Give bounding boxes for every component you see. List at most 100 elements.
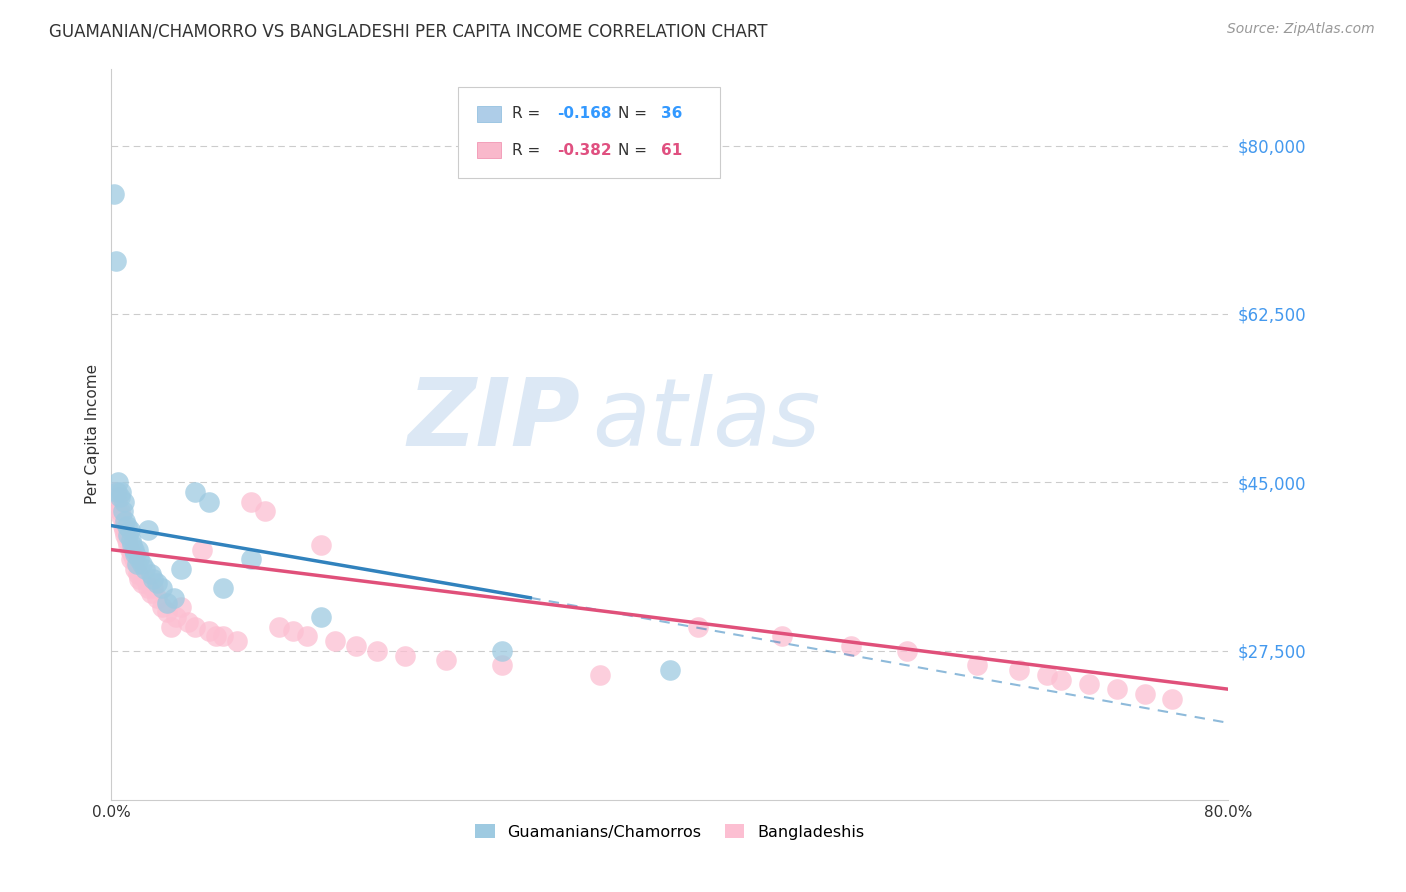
Point — [107, 475, 129, 490]
Point — [394, 648, 416, 663]
Point — [131, 576, 153, 591]
Point — [160, 620, 183, 634]
FancyBboxPatch shape — [477, 106, 501, 122]
Point — [122, 542, 145, 557]
Point — [128, 572, 150, 586]
Point — [131, 557, 153, 571]
Point — [115, 518, 138, 533]
Point — [253, 504, 276, 518]
Point — [1105, 682, 1128, 697]
Text: 36: 36 — [661, 106, 682, 121]
Point — [142, 581, 165, 595]
Point — [134, 572, 156, 586]
Point — [366, 643, 388, 657]
Point — [165, 610, 187, 624]
Point — [121, 538, 143, 552]
Text: Source: ZipAtlas.com: Source: ZipAtlas.com — [1227, 22, 1375, 37]
Text: ZIP: ZIP — [408, 374, 581, 466]
Point — [212, 581, 235, 595]
Point — [110, 484, 132, 499]
Point — [686, 620, 709, 634]
Point — [295, 629, 318, 643]
Point — [139, 586, 162, 600]
Point — [146, 591, 169, 605]
Point — [309, 538, 332, 552]
Point — [589, 667, 612, 681]
Point — [118, 542, 141, 557]
Point — [170, 562, 193, 576]
Point — [115, 533, 138, 547]
Point — [344, 639, 367, 653]
Point — [184, 484, 207, 499]
Point — [139, 566, 162, 581]
Point — [150, 581, 173, 595]
Point — [136, 524, 159, 538]
Point — [770, 629, 793, 643]
Point — [1049, 673, 1071, 687]
Point — [104, 254, 127, 268]
Point — [124, 548, 146, 562]
Point — [436, 653, 458, 667]
Point — [142, 572, 165, 586]
Point — [491, 643, 513, 657]
Point — [128, 552, 150, 566]
Point — [281, 624, 304, 639]
Point — [205, 629, 228, 643]
Point — [184, 620, 207, 634]
Point — [127, 542, 149, 557]
Point — [240, 494, 263, 508]
Point — [134, 562, 156, 576]
Point — [212, 629, 235, 643]
Point — [896, 643, 918, 657]
Point — [122, 552, 145, 566]
Point — [117, 538, 139, 552]
Point — [1133, 687, 1156, 701]
Point — [103, 186, 125, 201]
FancyBboxPatch shape — [457, 87, 720, 178]
Point — [191, 542, 214, 557]
Point — [124, 562, 146, 576]
Point — [156, 605, 179, 619]
Text: 61: 61 — [661, 143, 682, 158]
Point — [198, 494, 221, 508]
Point — [163, 591, 186, 605]
Point — [966, 658, 988, 673]
Point — [117, 528, 139, 542]
Point — [121, 548, 143, 562]
Text: atlas: atlas — [592, 374, 820, 465]
Y-axis label: Per Capita Income: Per Capita Income — [86, 364, 100, 504]
Point — [111, 504, 134, 518]
Point — [105, 484, 128, 499]
Point — [114, 514, 136, 528]
Point — [226, 634, 249, 648]
Point — [323, 634, 346, 648]
Point — [1036, 667, 1059, 681]
Point — [107, 490, 129, 504]
Point — [120, 533, 142, 547]
Point — [170, 600, 193, 615]
Point — [177, 615, 200, 629]
Point — [658, 663, 681, 677]
Point — [108, 490, 131, 504]
Point — [309, 610, 332, 624]
Text: GUAMANIAN/CHAMORRO VS BANGLADESHI PER CAPITA INCOME CORRELATION CHART: GUAMANIAN/CHAMORRO VS BANGLADESHI PER CA… — [49, 22, 768, 40]
Point — [136, 581, 159, 595]
Point — [156, 596, 179, 610]
Point — [198, 624, 221, 639]
Legend: Guamanians/Chamorros, Bangladeshis: Guamanians/Chamorros, Bangladeshis — [471, 820, 869, 845]
Point — [108, 504, 131, 518]
Point — [150, 600, 173, 615]
Point — [112, 494, 135, 508]
Point — [1077, 677, 1099, 691]
Point — [110, 508, 132, 523]
Text: -0.382: -0.382 — [557, 143, 612, 158]
Point — [125, 557, 148, 571]
Point — [118, 524, 141, 538]
Point — [146, 576, 169, 591]
Text: N =: N = — [619, 143, 652, 158]
Point — [105, 494, 128, 508]
Text: -0.168: -0.168 — [557, 106, 612, 121]
Point — [841, 639, 863, 653]
Point — [1008, 663, 1031, 677]
Point — [240, 552, 263, 566]
